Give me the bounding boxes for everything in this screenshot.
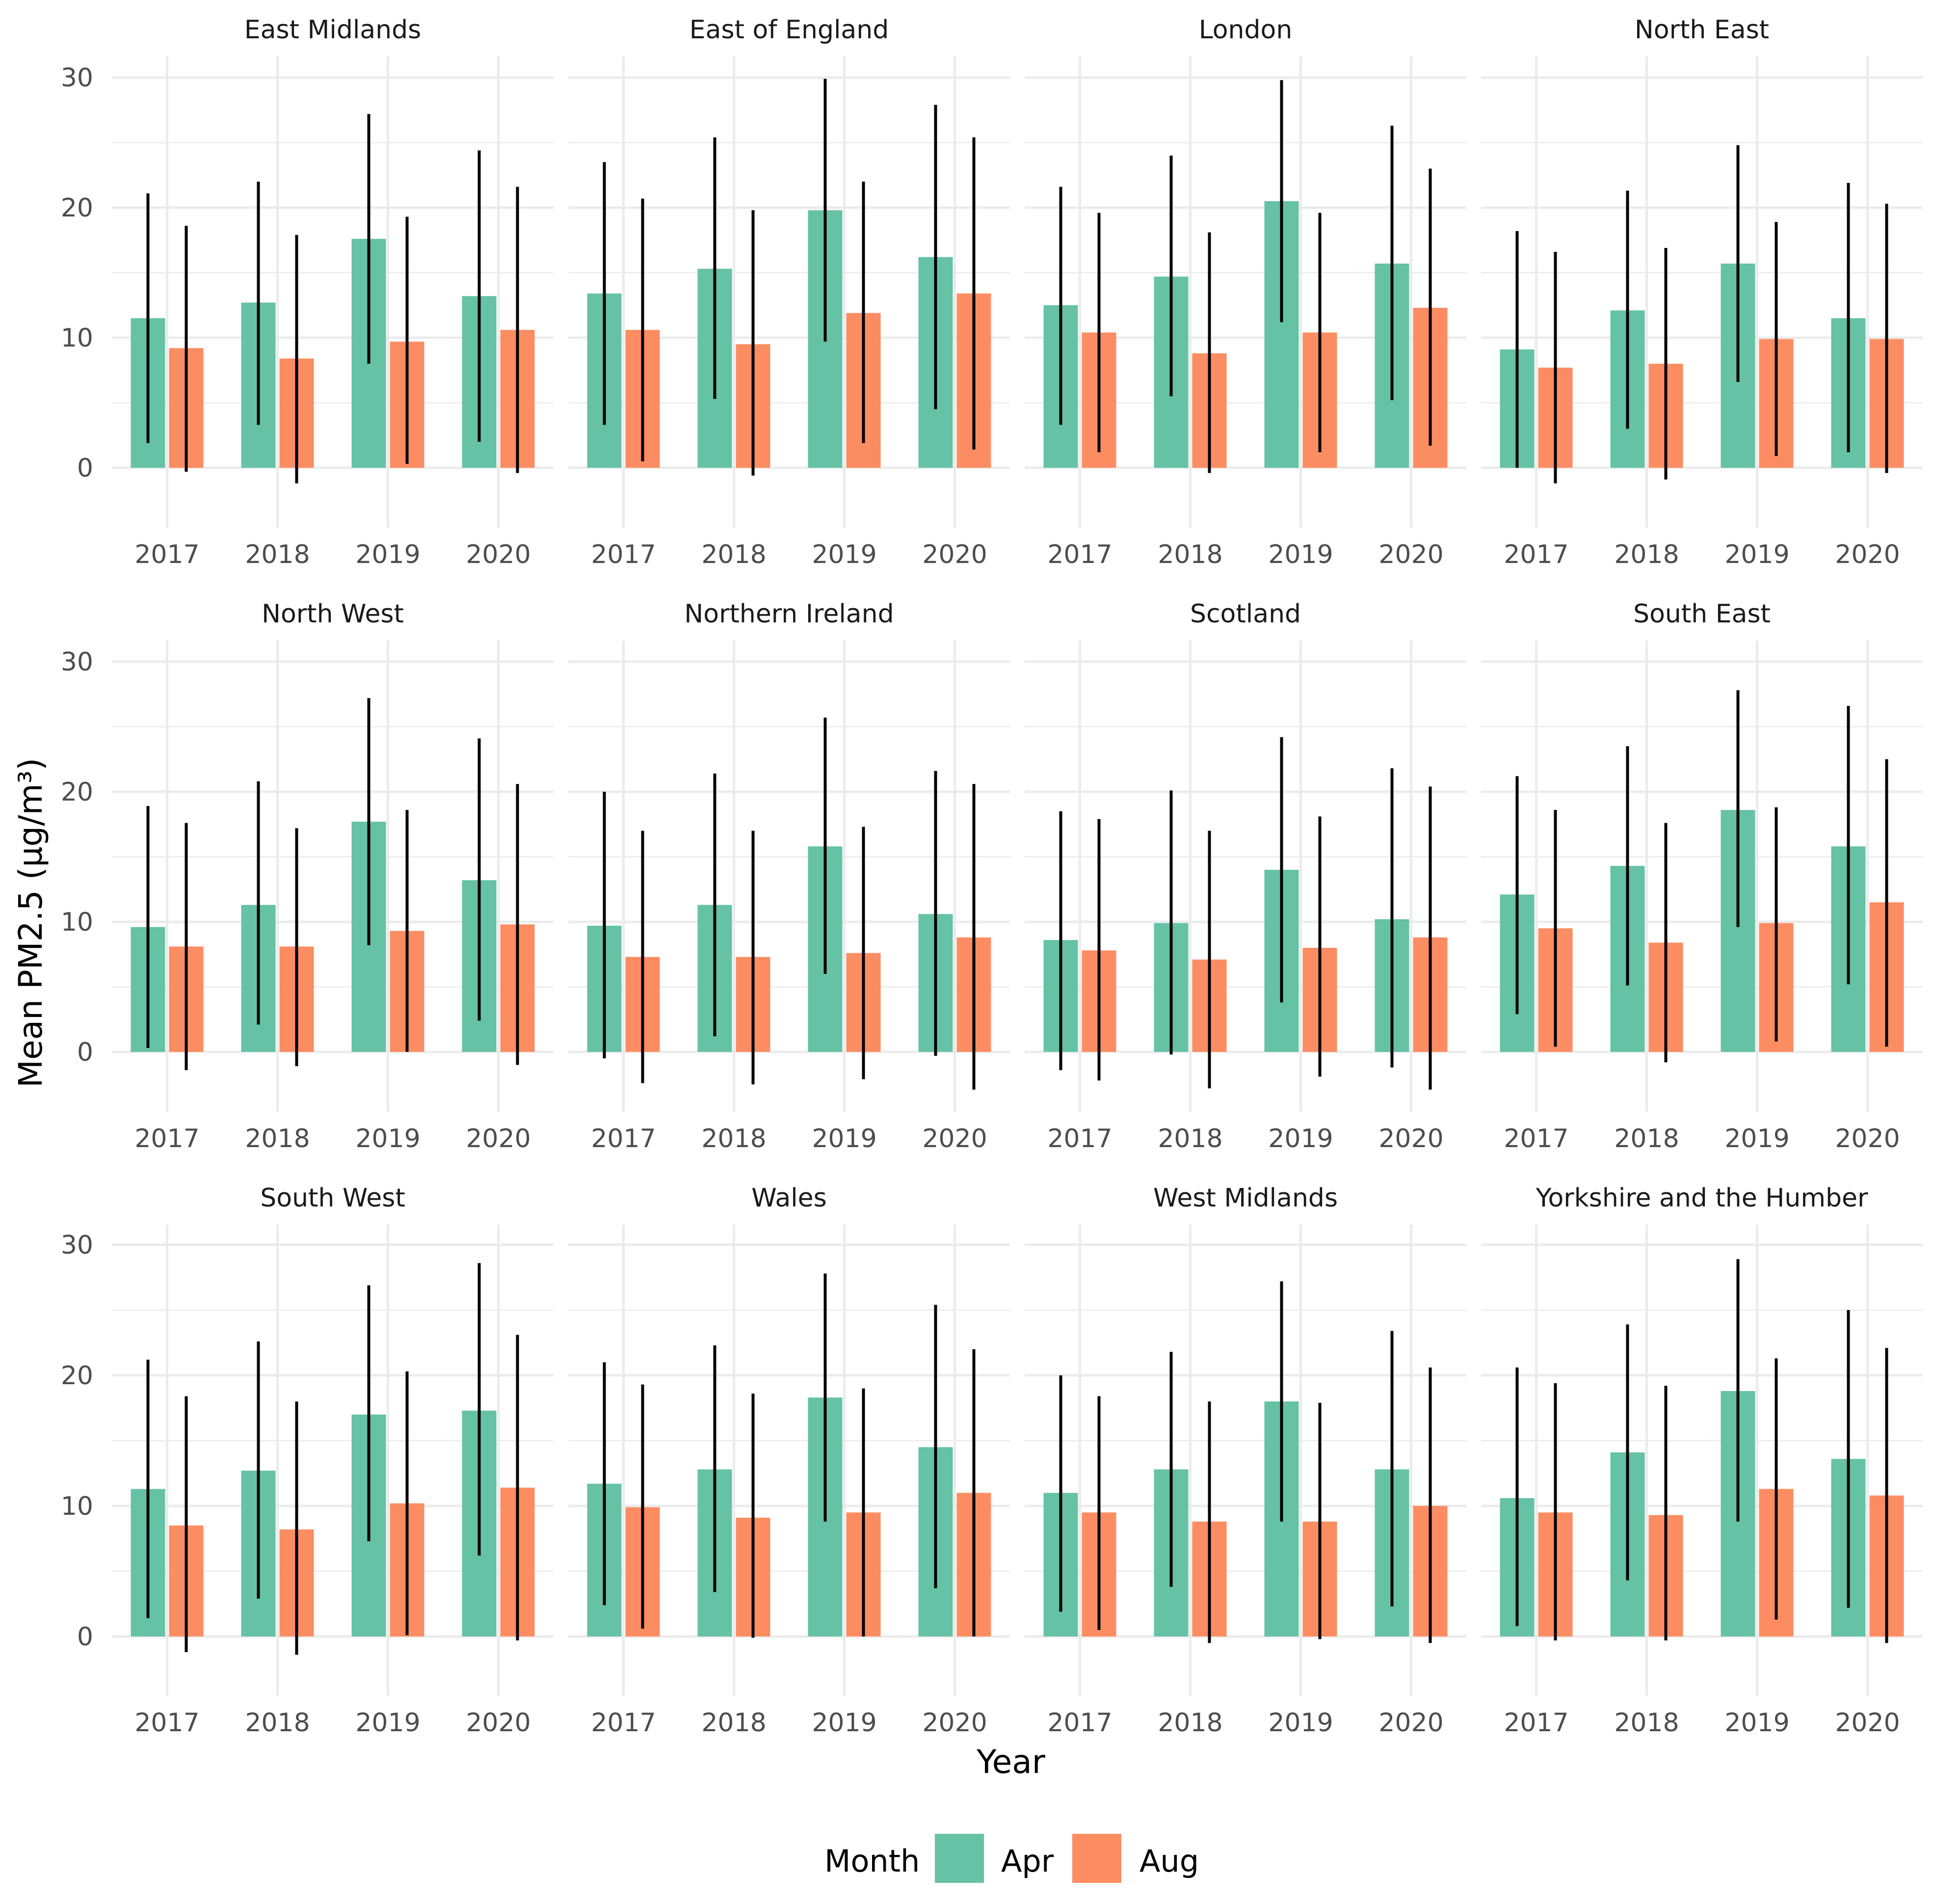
x-tick-label: 2019 [1268,1124,1333,1153]
panel-title: North West [262,599,404,629]
x-tick-label: 2019 [355,1124,420,1153]
y-tick-label: 10 [61,323,93,353]
panel-title: Yorkshire and the Humber [1536,1183,1868,1213]
panel-title: North East [1635,15,1769,45]
x-tick-label: 2018 [1158,1124,1222,1153]
x-tick-label: 2019 [1724,1708,1789,1738]
x-tick-label: 2017 [1047,1708,1112,1738]
x-tick-label: 2018 [1158,540,1222,569]
x-tick-label: 2017 [134,1124,199,1153]
panel-title: Northern Ireland [684,599,894,629]
x-tick-label: 2020 [1378,540,1443,569]
x-tick-label: 2017 [1047,540,1112,569]
x-tick-label: 2018 [701,1124,766,1153]
panel-london: London 2017 2018 2019 2020 [1025,15,1466,569]
panel-north-east: North East 2017 2018 2019 2020 [1481,15,1923,569]
x-tick-label: 2019 [1724,1124,1789,1153]
x-tick-label: 2020 [922,540,987,569]
x-tick-label: 2018 [1614,540,1679,569]
x-tick-label: 2020 [466,1124,530,1153]
x-tick-label: 2020 [1378,1124,1443,1153]
panel-yorkshire-and-the-humber: Yorkshire and the Humber 2017 2018 2019 2020 [1481,1183,1923,1738]
x-tick-label: 2018 [1614,1124,1679,1153]
x-tick-label: 2017 [134,1708,199,1738]
y-tick-label: 10 [61,1492,93,1521]
x-tick-label: 2017 [1047,1124,1112,1153]
x-tick-label: 2018 [1158,1708,1222,1738]
legend-swatch-apr [935,1834,984,1883]
x-tick-label: 2020 [466,540,530,569]
panel-title: West Midlands [1153,1183,1338,1213]
x-tick-label: 2018 [245,1124,310,1153]
panel-title: London [1199,15,1293,45]
x-tick-label: 2020 [922,1708,987,1738]
panel-title: Wales [751,1183,827,1213]
x-tick-label: 2020 [1835,540,1900,569]
y-tick-label: 30 [61,63,93,93]
x-tick-label: 2019 [355,540,420,569]
y-tick-label: 0 [77,1622,93,1652]
x-tick-label: 2018 [1614,1708,1679,1738]
x-tick-label: 2020 [1378,1708,1443,1738]
y-tick-label: 0 [77,454,93,483]
panel-west-midlands: West Midlands 2017 2018 2019 2020 [1025,1183,1466,1738]
x-tick-label: 2017 [134,540,199,569]
panel-scotland: Scotland 2017 2018 2019 2020 [1025,599,1466,1153]
x-tick-label: 2019 [1268,1708,1333,1738]
panel-north-west: North West 0 10 20 30 2017 2018 2019 2020 [61,599,554,1153]
legend-swatch-aug [1072,1834,1121,1883]
x-tick-label: 2019 [355,1708,420,1738]
x-tick-label: 2019 [1724,540,1789,569]
x-tick-label: 2018 [701,1708,766,1738]
x-tick-label: 2019 [812,540,876,569]
x-tick-label: 2019 [812,1124,876,1153]
panel-northern-ireland: Northern Ireland 2017 2018 2019 2020 [568,599,1010,1153]
y-tick-label: 30 [61,647,93,677]
x-tick-label: 2017 [1504,1124,1568,1153]
panel-south-west: South West 0 10 20 30 2017 2018 2019 2020 [61,1183,554,1738]
y-tick-label: 20 [61,193,93,223]
x-tick-label: 2020 [922,1124,987,1153]
x-axis-title: Year [976,1743,1046,1781]
x-tick-label: 2017 [591,540,656,569]
y-tick-label: 30 [61,1231,93,1260]
panel-title: East Midlands [244,15,421,45]
legend: Month Apr Aug [824,1834,1199,1883]
x-tick-label: 2017 [1504,540,1568,569]
x-tick-label: 2020 [1835,1124,1900,1153]
x-tick-label: 2019 [812,1708,876,1738]
y-tick-label: 20 [61,778,93,807]
x-tick-label: 2018 [245,540,310,569]
panel-east-midlands: East Midlands 0 10 20 30 2017 2018 2019 2020 [61,15,554,569]
x-tick-label: 2019 [1268,540,1333,569]
panel-title: South West [260,1183,405,1213]
x-tick-label: 2017 [591,1708,656,1738]
legend-label-aug: Aug [1139,1843,1199,1879]
y-axis-title: Mean PM2.5 (µg/m³) [12,758,50,1088]
panel-wales: Wales 2017 2018 2019 2020 [568,1183,1010,1738]
legend-label-apr: Apr [1001,1843,1054,1879]
panel-title: Scotland [1190,599,1301,629]
panel-east-of-england: East of England 2017 2018 2019 2020 [568,15,1010,569]
x-tick-label: 2018 [701,540,766,569]
y-tick-label: 10 [61,908,93,937]
legend-title: Month [824,1843,920,1879]
y-tick-label: 20 [61,1361,93,1391]
x-tick-label: 2020 [1835,1708,1900,1738]
x-tick-label: 2017 [1504,1708,1568,1738]
y-tick-label: 0 [77,1038,93,1067]
x-tick-label: 2020 [466,1708,530,1738]
panel-south-east: South East 2017 2018 2019 2020 [1481,599,1923,1153]
x-tick-label: 2017 [591,1124,656,1153]
x-tick-label: 2018 [245,1708,310,1738]
panel-title: East of England [689,15,889,45]
panel-title: South East [1633,599,1771,629]
